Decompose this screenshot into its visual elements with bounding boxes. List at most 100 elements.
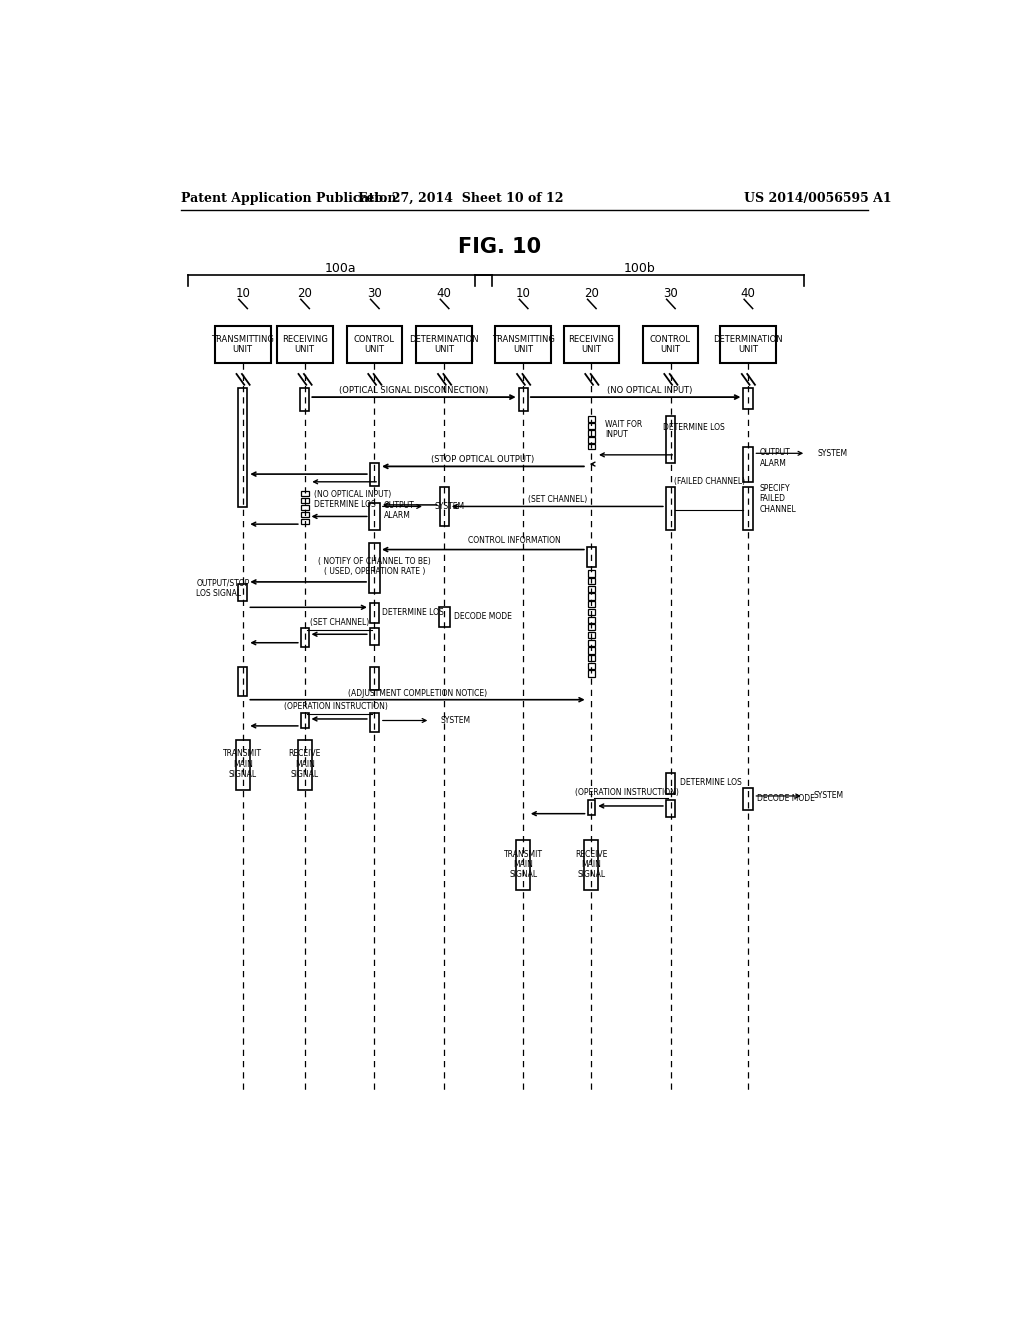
Bar	[588, 570, 595, 577]
Text: Patent Application Publication: Patent Application Publication	[180, 191, 396, 205]
Bar	[588, 437, 595, 442]
Text: SYSTEM: SYSTEM	[435, 502, 465, 511]
Bar	[563, 326, 620, 363]
Bar	[215, 326, 270, 363]
Bar	[301, 512, 308, 517]
Bar	[666, 774, 675, 795]
Text: RECEIVING
UNIT: RECEIVING UNIT	[282, 335, 328, 355]
Text: CONTROL INFORMATION: CONTROL INFORMATION	[468, 536, 560, 545]
Text: ( NOTIFY OF CHANNEL TO BE)
( USED, OPERATION RATE ): ( NOTIFY OF CHANNEL TO BE) ( USED, OPERA…	[318, 557, 431, 577]
Text: (SET CHANNEL): (SET CHANNEL)	[310, 618, 370, 627]
Bar	[301, 498, 308, 503]
Text: DETERMINE LOS: DETERMINE LOS	[680, 779, 741, 787]
Text: SYSTEM: SYSTEM	[440, 715, 470, 725]
Bar	[742, 447, 754, 482]
Text: 20: 20	[297, 286, 312, 300]
Bar	[588, 594, 595, 599]
Bar	[238, 585, 248, 601]
Bar	[588, 416, 595, 422]
Bar	[346, 326, 402, 363]
Text: OUTPUT
ALARM: OUTPUT ALARM	[384, 500, 415, 520]
Bar	[496, 326, 551, 363]
Text: CONTROL
UNIT: CONTROL UNIT	[354, 335, 395, 355]
Bar	[276, 326, 333, 363]
Text: (SET CHANNEL): (SET CHANNEL)	[527, 495, 587, 504]
Text: RECEIVE
MAIN
SIGNAL: RECEIVE MAIN SIGNAL	[289, 750, 321, 779]
Bar	[370, 713, 379, 733]
Bar	[588, 430, 595, 436]
Text: (NO OPTICAL INPUT): (NO OPTICAL INPUT)	[607, 387, 692, 396]
Bar	[301, 519, 308, 524]
Bar	[301, 491, 308, 496]
Bar	[588, 444, 595, 449]
Bar	[588, 609, 595, 615]
Bar	[300, 388, 309, 411]
Bar	[370, 667, 379, 689]
Bar	[518, 388, 528, 411]
Text: 100b: 100b	[624, 261, 655, 275]
Bar	[720, 326, 776, 363]
Text: (STOP OPTICAL OUTPUT): (STOP OPTICAL OUTPUT)	[431, 455, 535, 463]
Text: 20: 20	[584, 286, 599, 300]
Text: DECODE MODE: DECODE MODE	[758, 793, 815, 803]
Bar	[588, 624, 595, 631]
Bar	[238, 388, 248, 507]
Text: 10: 10	[236, 286, 250, 300]
Text: SYSTEM: SYSTEM	[818, 449, 848, 458]
Text: DETERMINE LOS: DETERMINE LOS	[663, 424, 725, 433]
Bar	[588, 632, 595, 638]
Text: OUTPUT/STOP
LOS SIGNAL: OUTPUT/STOP LOS SIGNAL	[197, 578, 250, 598]
Text: (ADJUSTMENT COMPLETION NOTICE): (ADJUSTMENT COMPLETION NOTICE)	[347, 689, 486, 698]
Bar	[643, 326, 698, 363]
Bar	[588, 616, 595, 623]
Text: 30: 30	[664, 286, 678, 300]
Text: WAIT FOR
INPUT: WAIT FOR INPUT	[605, 420, 643, 440]
Bar	[588, 663, 595, 669]
Text: 40: 40	[437, 286, 452, 300]
Text: US 2014/0056595 A1: US 2014/0056595 A1	[744, 191, 892, 205]
Text: 100a: 100a	[325, 261, 356, 275]
Text: TRANSMIT
MAIN
SIGNAL: TRANSMIT MAIN SIGNAL	[504, 850, 543, 879]
Text: DECODE MODE: DECODE MODE	[454, 612, 511, 620]
Bar	[301, 628, 308, 647]
Text: SPECIFY
FAILED
CHANNEL: SPECIFY FAILED CHANNEL	[760, 484, 797, 513]
Bar	[516, 840, 530, 890]
Bar	[369, 544, 380, 594]
Text: Feb. 27, 2014  Sheet 10 of 12: Feb. 27, 2014 Sheet 10 of 12	[358, 191, 564, 205]
Text: FIG. 10: FIG. 10	[459, 238, 542, 257]
Text: TRANSMITTING
UNIT: TRANSMITTING UNIT	[492, 335, 555, 355]
Bar	[417, 326, 472, 363]
Bar	[588, 647, 595, 653]
Bar	[585, 840, 598, 890]
Text: (OPTICAL SIGNAL DISCONNECTION): (OPTICAL SIGNAL DISCONNECTION)	[339, 387, 488, 396]
Bar	[588, 671, 595, 677]
Bar	[588, 640, 595, 645]
Bar	[298, 739, 311, 789]
Bar	[588, 424, 595, 429]
Text: TRANSMITTING
UNIT: TRANSMITTING UNIT	[211, 335, 274, 355]
Text: RECEIVING
UNIT: RECEIVING UNIT	[568, 335, 614, 355]
Bar	[369, 503, 380, 529]
Bar	[236, 739, 250, 789]
Bar	[666, 416, 675, 462]
Text: DETERMINATION
UNIT: DETERMINATION UNIT	[713, 335, 782, 355]
Bar	[301, 713, 308, 729]
Bar	[238, 667, 248, 696]
Bar	[742, 788, 754, 810]
Text: 30: 30	[367, 286, 382, 300]
Text: SYSTEM: SYSTEM	[814, 792, 844, 800]
Text: DETERMINATION
UNIT: DETERMINATION UNIT	[410, 335, 479, 355]
Text: CONTROL
UNIT: CONTROL UNIT	[650, 335, 691, 355]
Text: (FAILED CHANNEL): (FAILED CHANNEL)	[674, 477, 744, 486]
Bar	[666, 487, 675, 529]
Bar	[370, 603, 379, 623]
Bar	[588, 601, 595, 607]
Bar	[743, 487, 753, 529]
Bar	[301, 506, 308, 511]
Bar	[587, 548, 596, 566]
Bar	[370, 462, 379, 486]
Text: (NO OPTICAL INPUT): (NO OPTICAL INPUT)	[314, 491, 391, 499]
Bar	[743, 388, 753, 409]
Bar	[370, 628, 379, 645]
Bar	[666, 800, 675, 817]
